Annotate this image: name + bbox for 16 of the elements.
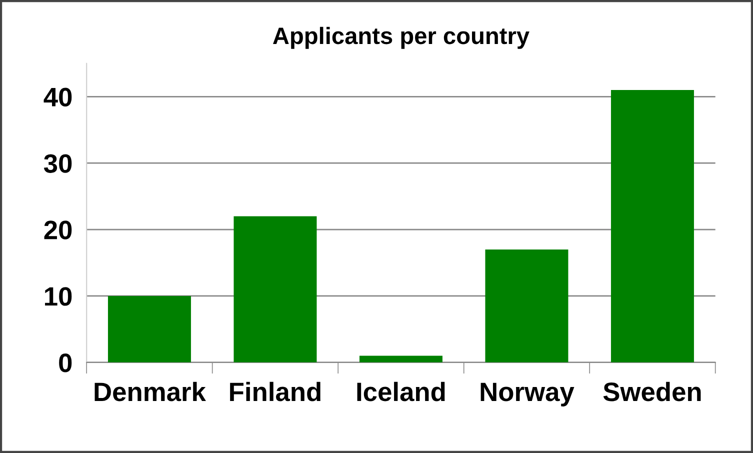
x-tick-label: Iceland: [357, 382, 445, 402]
x-tick-label: Denmark: [94, 382, 206, 402]
x-tick-label: Norway: [480, 382, 574, 406]
y-tick-label: 40: [44, 88, 72, 106]
x-tick-label: Finland: [230, 382, 320, 402]
bar: [610, 90, 694, 362]
y-tick-label: 20: [44, 220, 72, 240]
chart-title: Applicants per country: [273, 26, 530, 49]
bar: [108, 296, 191, 362]
y-tick-label: 30: [44, 154, 72, 173]
y-tick-label: 10: [45, 287, 72, 306]
bar: [234, 216, 317, 362]
bar: [485, 249, 568, 362]
y-tick-label: 0: [59, 354, 72, 372]
bar: [359, 356, 442, 362]
x-tick-label: Sweden: [603, 382, 701, 402]
